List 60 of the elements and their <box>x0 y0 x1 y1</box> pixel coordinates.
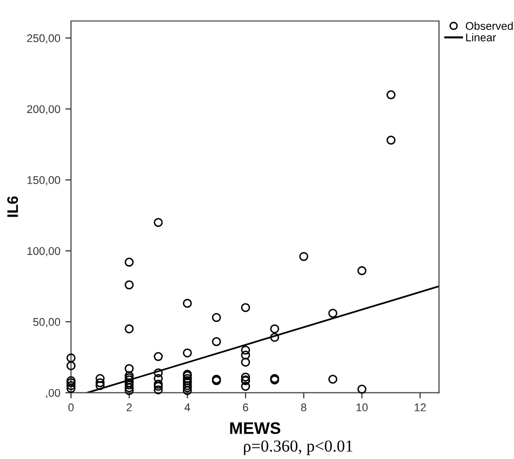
y-tick-label: 200,00 <box>27 105 60 114</box>
point <box>66 361 76 370</box>
point <box>154 385 163 394</box>
point <box>212 312 221 322</box>
x-tick-label: 2 <box>126 403 132 412</box>
x-tick-label: 0 <box>68 403 74 412</box>
point <box>154 382 163 391</box>
point <box>328 308 338 318</box>
y-axis-title: IL6 <box>7 196 18 217</box>
point <box>182 348 192 358</box>
point <box>154 374 163 384</box>
point <box>299 252 308 262</box>
x-tick-label: 10 <box>356 403 368 412</box>
point <box>124 280 134 290</box>
point <box>386 136 396 145</box>
point <box>124 364 134 374</box>
y-tick-label: ,00 <box>46 388 60 398</box>
point <box>241 372 250 382</box>
point <box>182 386 192 396</box>
point <box>241 303 250 312</box>
point <box>154 368 163 378</box>
point <box>182 298 192 308</box>
point <box>241 358 250 367</box>
legend-label: Observed <box>466 22 513 30</box>
point <box>270 332 280 342</box>
point <box>124 324 134 334</box>
point <box>357 384 366 394</box>
y-tick-label: 100,00 <box>27 247 60 256</box>
x-tick-label: 4 <box>184 404 190 412</box>
point <box>154 380 163 389</box>
point <box>66 378 76 388</box>
point <box>124 383 134 392</box>
point <box>124 386 134 396</box>
point <box>154 352 163 362</box>
point <box>182 383 192 392</box>
y-tick-label: 50,00 <box>33 318 60 328</box>
point <box>241 350 250 360</box>
point <box>154 218 163 227</box>
point <box>96 374 105 384</box>
x-tick-label: 12 <box>414 403 426 412</box>
x-axis-title: MEWS <box>230 422 280 434</box>
y-tick-label: 150,00 <box>27 176 60 186</box>
point <box>66 381 76 390</box>
legend-label: Linear <box>466 33 496 42</box>
point <box>96 381 105 390</box>
x-tick-label: 8 <box>301 403 306 412</box>
point <box>270 324 280 334</box>
point <box>66 353 76 362</box>
y-tick-label: 250,00 <box>27 34 60 44</box>
point <box>96 378 105 388</box>
point <box>124 258 134 267</box>
point <box>386 90 396 100</box>
point <box>241 382 250 391</box>
point <box>357 266 366 276</box>
x-tick-label: 6 <box>243 403 248 412</box>
text: ρ=0.360, p<0.01 <box>244 440 352 456</box>
point <box>241 346 250 355</box>
point <box>66 376 76 386</box>
point <box>212 337 221 346</box>
point <box>328 374 338 384</box>
